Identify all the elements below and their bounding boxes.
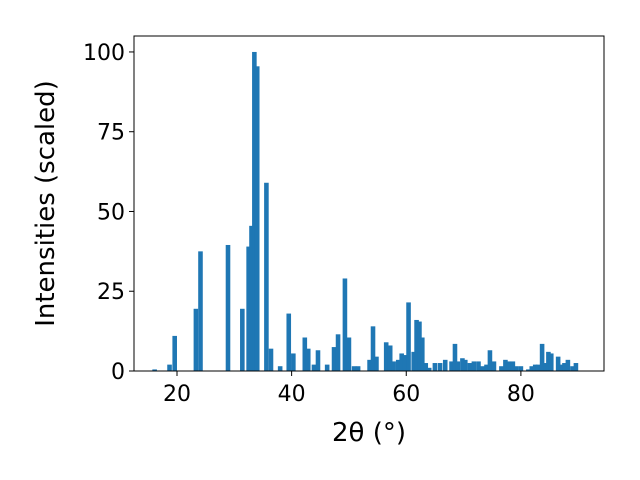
bar: [414, 319, 419, 371]
bar: [254, 66, 260, 372]
bar: [573, 363, 579, 371]
bar: [484, 364, 489, 371]
plot-frame: [133, 35, 605, 372]
bar: [305, 348, 311, 371]
x-tick-label: 80: [507, 382, 535, 407]
bar: [351, 366, 357, 371]
bar: [302, 337, 308, 371]
bar: [480, 366, 485, 371]
bar: [491, 361, 497, 371]
y-tick-label: 50: [97, 200, 125, 225]
x-tick-label: 60: [392, 382, 420, 407]
bar: [152, 369, 157, 371]
bar: [499, 366, 504, 371]
bar: [383, 342, 389, 371]
bar: [249, 225, 254, 371]
bar: [198, 251, 203, 371]
bar: [426, 367, 432, 371]
bar: [460, 358, 465, 371]
bar: [406, 302, 411, 371]
bar: [559, 364, 564, 371]
bar: [324, 364, 330, 371]
bar: [546, 351, 551, 371]
bar: [442, 359, 448, 371]
bar: [335, 334, 341, 371]
y-tick-label: 25: [97, 280, 125, 305]
bar: [420, 337, 425, 371]
bar: [395, 359, 401, 371]
bar: [387, 345, 393, 371]
bar: [167, 364, 172, 371]
bar: [399, 353, 404, 371]
bar: [503, 359, 508, 371]
bar: [264, 182, 269, 371]
bar: [476, 361, 481, 371]
bar: [225, 244, 231, 371]
bar: [487, 350, 493, 371]
bar: [370, 326, 376, 371]
bar: [562, 363, 567, 371]
bar: [526, 369, 531, 371]
bar: [455, 361, 461, 371]
bar: [252, 51, 257, 371]
bar: [268, 348, 274, 371]
x-axis-ticks: 20 40 60 80: [163, 371, 535, 407]
bar: [555, 356, 561, 371]
bar: [570, 366, 575, 371]
bar: [452, 343, 458, 371]
bar: [437, 363, 443, 371]
y-axis-ticks: 0 25 50 75 100: [83, 41, 134, 385]
bar: [402, 355, 408, 371]
bar: [331, 347, 337, 371]
y-tick-label: 0: [111, 360, 125, 385]
bar: [246, 246, 251, 371]
bar: [291, 353, 296, 371]
bar: [514, 366, 519, 371]
bar: [374, 356, 379, 371]
bar: [423, 363, 429, 371]
y-tick-label: 100: [83, 41, 125, 66]
bar: [286, 313, 292, 371]
y-axis-label: Intensities (scaled): [31, 80, 61, 327]
bar: [367, 359, 372, 371]
bar: [417, 321, 422, 371]
bar: [539, 343, 545, 371]
bar: [565, 359, 571, 371]
bar: [193, 308, 199, 371]
bar: [471, 361, 477, 371]
bar: [240, 308, 245, 371]
bar: [315, 350, 321, 371]
x-tick-label: 20: [163, 382, 191, 407]
plot-background: [134, 36, 604, 371]
bar: [510, 361, 516, 371]
bar: [411, 351, 416, 371]
bar: [532, 364, 538, 371]
bar: [543, 363, 548, 371]
bar: [355, 366, 361, 371]
bar: [529, 366, 535, 371]
bar: [172, 335, 177, 371]
bar: [548, 353, 554, 371]
bar: [432, 363, 438, 371]
bar: [391, 361, 396, 371]
bar: [311, 364, 317, 371]
bar: [463, 359, 468, 371]
bar: [346, 337, 352, 371]
bar: [449, 361, 454, 371]
bars-group: [152, 51, 579, 372]
bar: [467, 363, 473, 371]
x-axis-label: 2θ (°): [332, 418, 406, 448]
y-tick-label: 75: [97, 121, 125, 146]
bar: [342, 278, 348, 371]
bar: [535, 364, 541, 371]
x-tick-label: 40: [278, 382, 306, 407]
bar: [277, 366, 283, 371]
bar: [506, 361, 512, 371]
bar: [518, 366, 524, 371]
